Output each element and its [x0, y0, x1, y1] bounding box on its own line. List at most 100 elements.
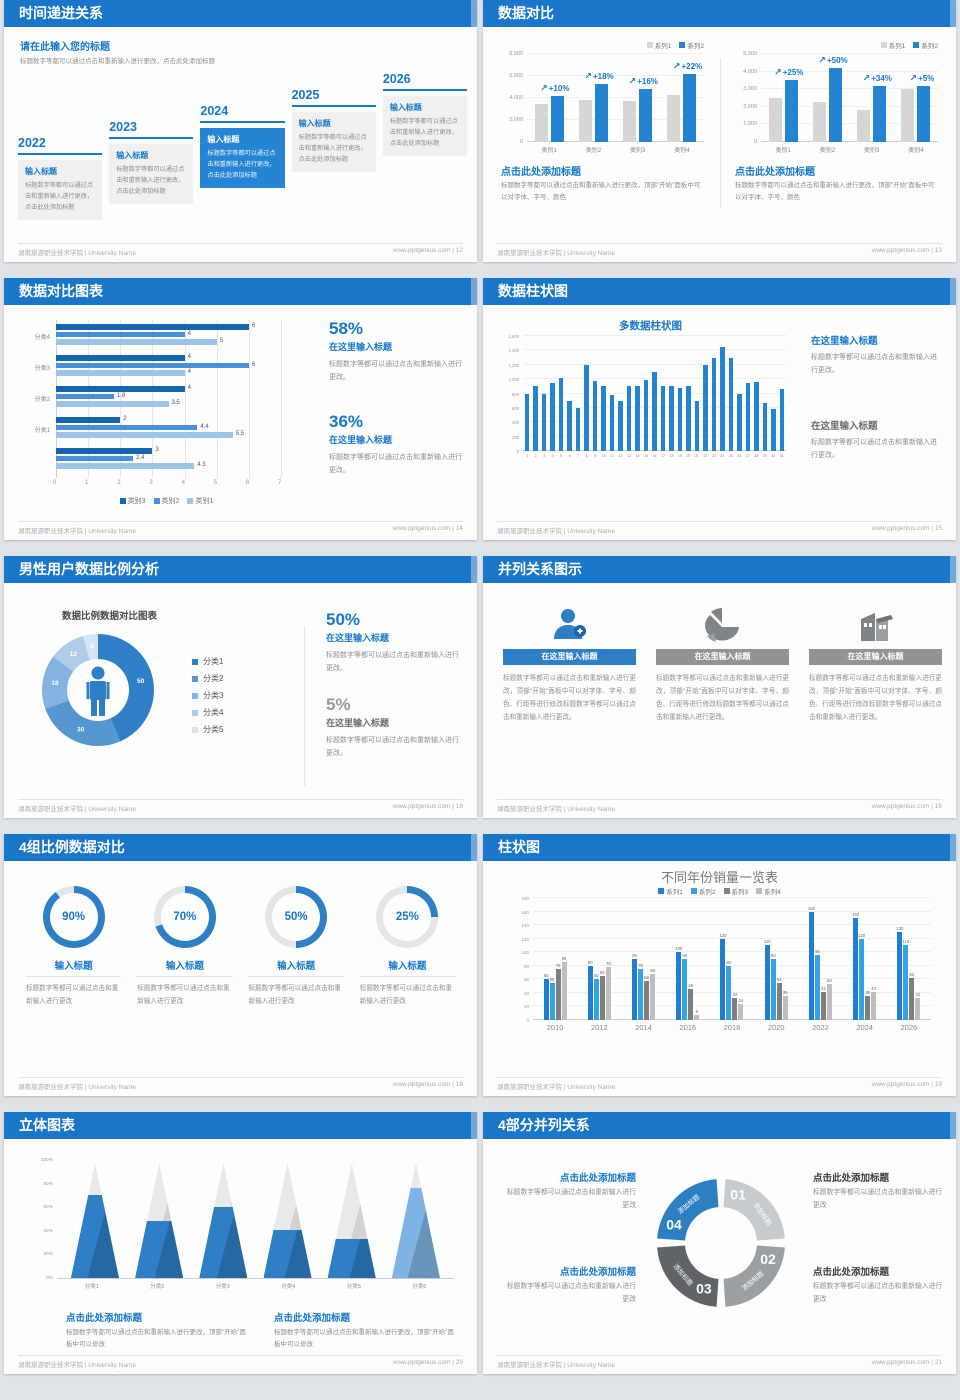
footer-school: 湖南旅游职业技术学院 | University Name — [18, 1084, 136, 1091]
pie-chart-icon — [656, 601, 789, 649]
footer-url[interactable]: www.pptgenius.com | 19 — [871, 1081, 942, 1088]
pie-segment — [41, 656, 74, 709]
slide-title: 数据柱状图 — [498, 283, 568, 299]
data-label: 4.4 — [200, 423, 209, 430]
slide-cycle[interactable]: 4部分并列关系 01 添加标题 02 添加标题 03 添加标题 04 添加标题 点击此处添加标… — [483, 1112, 956, 1374]
data-label: 78 — [605, 961, 611, 967]
block-title: 点击此处添加标题 — [274, 1313, 351, 1324]
column-head: 在这里输入标题 — [503, 649, 636, 665]
bar — [601, 386, 606, 451]
bar — [558, 377, 564, 451]
timeline-item: 2022 输入标题 标题数字等都可以通过点击和重新输入进行更改，点击此处添加标题 — [18, 136, 103, 220]
bar: 1.8 — [56, 393, 125, 399]
bar: 96 — [814, 949, 820, 1020]
legend-item: 类别3 — [119, 496, 146, 506]
bar: 32 — [915, 992, 921, 1020]
ring-block: 70% 输入标题 标题数字等都可以通过点击和重新输入进行更改 — [137, 886, 233, 1008]
bar — [720, 346, 725, 451]
footer-url[interactable]: www.pptgenius.com | 16 — [871, 803, 942, 810]
stat-percent: 36% — [329, 412, 364, 431]
bar: 6 — [56, 362, 255, 368]
slide-pyramids[interactable]: 立体图表 0% 20% 40% 60% 80% 100% 分类1 分类2 分类3 分类4 分类5 分类… — [4, 1112, 477, 1374]
bar: 85 — [561, 956, 567, 1020]
block-body: 标题数字等都可以通过点击和重新输入进行更改，顶部“开始”面板中可以对字体、字号、… — [501, 182, 701, 202]
bar: 4 — [56, 331, 191, 337]
footer-school: 湖南旅游职业技术学院 | University Name — [18, 250, 136, 257]
stat-percent: 5% — [326, 695, 351, 714]
footer-url[interactable]: www.pptgenius.com | 18 — [392, 1081, 463, 1088]
footer-url[interactable]: www.pptgenius.com | 12 — [392, 247, 463, 254]
slide-donut-chart[interactable]: 男性用户数据比例分析 数据比例数据对比图表 50 30 18 12 5 分类1 分类2 分类… — [4, 556, 477, 818]
svg-text:02: 02 — [760, 1251, 776, 1267]
block-body: 标题数字等都可以通过点击和重新输入进行更改 — [813, 1283, 943, 1303]
data-label: 1.8 — [116, 392, 126, 399]
bar: 2.4 — [56, 455, 144, 461]
slide-title: 4组比例数据对比 — [19, 839, 125, 855]
slide-footer: 湖南旅游职业技术学院 | University Name www.pptgeniu… — [497, 799, 942, 813]
bar: 160 — [808, 906, 815, 1020]
bar: 4.3 — [56, 462, 206, 469]
slide-title: 时间递进关系 — [19, 5, 103, 21]
timeline-year: 2022 — [18, 136, 46, 150]
grouped-column-chart: 0 20 40 60 80 100 120 140 160 180 60 55 75 85 80 60 65 78… — [511, 896, 931, 1032]
column-head: 在这里输入标题 — [656, 649, 789, 665]
chart-title: 不同年份销量一览表 — [660, 870, 778, 885]
bar — [534, 103, 548, 142]
column-body: 标题数字等都可以通过点击和重新输入进行更改，顶部“开始”面板中可以对字体、字号、… — [656, 675, 789, 721]
slide-timeline[interactable]: 时间递进关系 请在此输入您的标题 标题数字等都可以通过点击和重新输入进行更改，点… — [4, 0, 477, 262]
footer-url[interactable]: www.pptgenius.com | 20 — [392, 1359, 463, 1366]
footer-url[interactable]: www.pptgenius.com | 16 — [392, 803, 463, 810]
bar: 6 — [56, 323, 255, 330]
bar: 4 — [56, 354, 191, 361]
footer-url[interactable]: www.pptgenius.com | 13 — [871, 247, 942, 254]
arrow-up-icon: ↗ — [540, 82, 548, 93]
page-number: 15 — [934, 525, 942, 532]
data-label: 4 — [187, 369, 191, 375]
bar — [592, 380, 598, 451]
bar: 24 — [738, 998, 744, 1020]
data-label: 4 — [187, 385, 191, 391]
growth-label: ↗+16% — [628, 76, 658, 87]
footer-school: 湖南旅游职业技术学院 | University Name — [497, 806, 615, 813]
slide-hbar-chart[interactable]: 数据对比图表 0 1 2 3 4 5 6 7 分类4 6 4 5 分类3 4 6 4 分类2 4 1.8 3.5 分类1… — [4, 278, 477, 540]
footer-url[interactable]: www.pptgenius.com | 14 — [392, 525, 463, 532]
slide-column-chart[interactable]: 数据柱状图 多数据柱状图 0 200 400 600 800 1,000 1,200 1,40… — [483, 278, 956, 540]
timeline-year: 2023 — [109, 120, 138, 134]
stat-head: 在这里输入标题 — [811, 421, 878, 432]
bar — [768, 98, 782, 142]
pie-segment — [53, 636, 90, 672]
block-body: 标题数字等都可以通过点击和重新输入进行更改，顶部“开始”面板中可以修改 — [66, 1329, 246, 1349]
slide-rings[interactable]: 4组比例数据对比 90% 输入标题 标题数字等都可以通过点击和重新输入进行更改 … — [4, 834, 477, 1096]
bar: 5.5 — [56, 431, 244, 438]
slide-data-compare[interactable]: 数据对比 系列1 系列2 0 2,000 4,000 6,000 8,000 ↗+10% ↗+1… — [483, 0, 956, 262]
block-body: 标题数字等都可以通过点击和重新输入进行更改，顶部“开始”面板中可以对字体、字号、… — [735, 182, 935, 202]
bar: 80 — [587, 960, 593, 1020]
slide-footer: 湖南旅游职业技术学院 | University Name www.pptgeniu… — [18, 1077, 463, 1091]
stat-body: 标题数字等都可以通过点击和重新输入进行更改。 — [811, 354, 937, 374]
bar — [652, 371, 657, 451]
pyramid — [391, 1163, 440, 1278]
legend-item: 分类3 — [192, 690, 223, 701]
bar — [643, 379, 649, 451]
page-number: 12 — [455, 247, 463, 254]
stat-percent: 50% — [326, 610, 361, 629]
legend-item: 系列3 — [723, 886, 748, 896]
slide-title: 数据对比 — [498, 5, 554, 21]
data-label: 150 — [852, 912, 860, 918]
slide-grouped-columns[interactable]: 柱状图 不同年份销量一览表 系列1 系列2 系列3 系列4 0 20 40 60 80 100 1… — [483, 834, 956, 1096]
legend-item: 分类1 — [192, 656, 223, 667]
divider — [304, 626, 305, 786]
pyramid — [135, 1163, 184, 1278]
footer-url[interactable]: www.pptgenius.com | 21 — [871, 1359, 942, 1366]
data-label: 75 — [638, 963, 643, 969]
data-label: 110 — [763, 939, 771, 945]
slide-header: 柱状图 — [483, 834, 956, 861]
bar — [623, 101, 637, 142]
grouped-bar-chart: 系列1 系列2 0 2,000 4,000 6,000 8,000 ↗+10% ↗+18% ↗+1… — [501, 40, 704, 154]
slide-parallel[interactable]: 并列关系图示 在这里输入标题 标题数字等都可以通过点击和重新输入进行更改，顶部“… — [483, 556, 956, 818]
data-label: 42 — [871, 985, 876, 991]
pyramid — [199, 1163, 248, 1278]
footer-url[interactable]: www.pptgenius.com | 15 — [871, 525, 942, 532]
ring-body: 标题数字等都可以通过点击和重新输入进行更改 — [248, 985, 341, 1005]
